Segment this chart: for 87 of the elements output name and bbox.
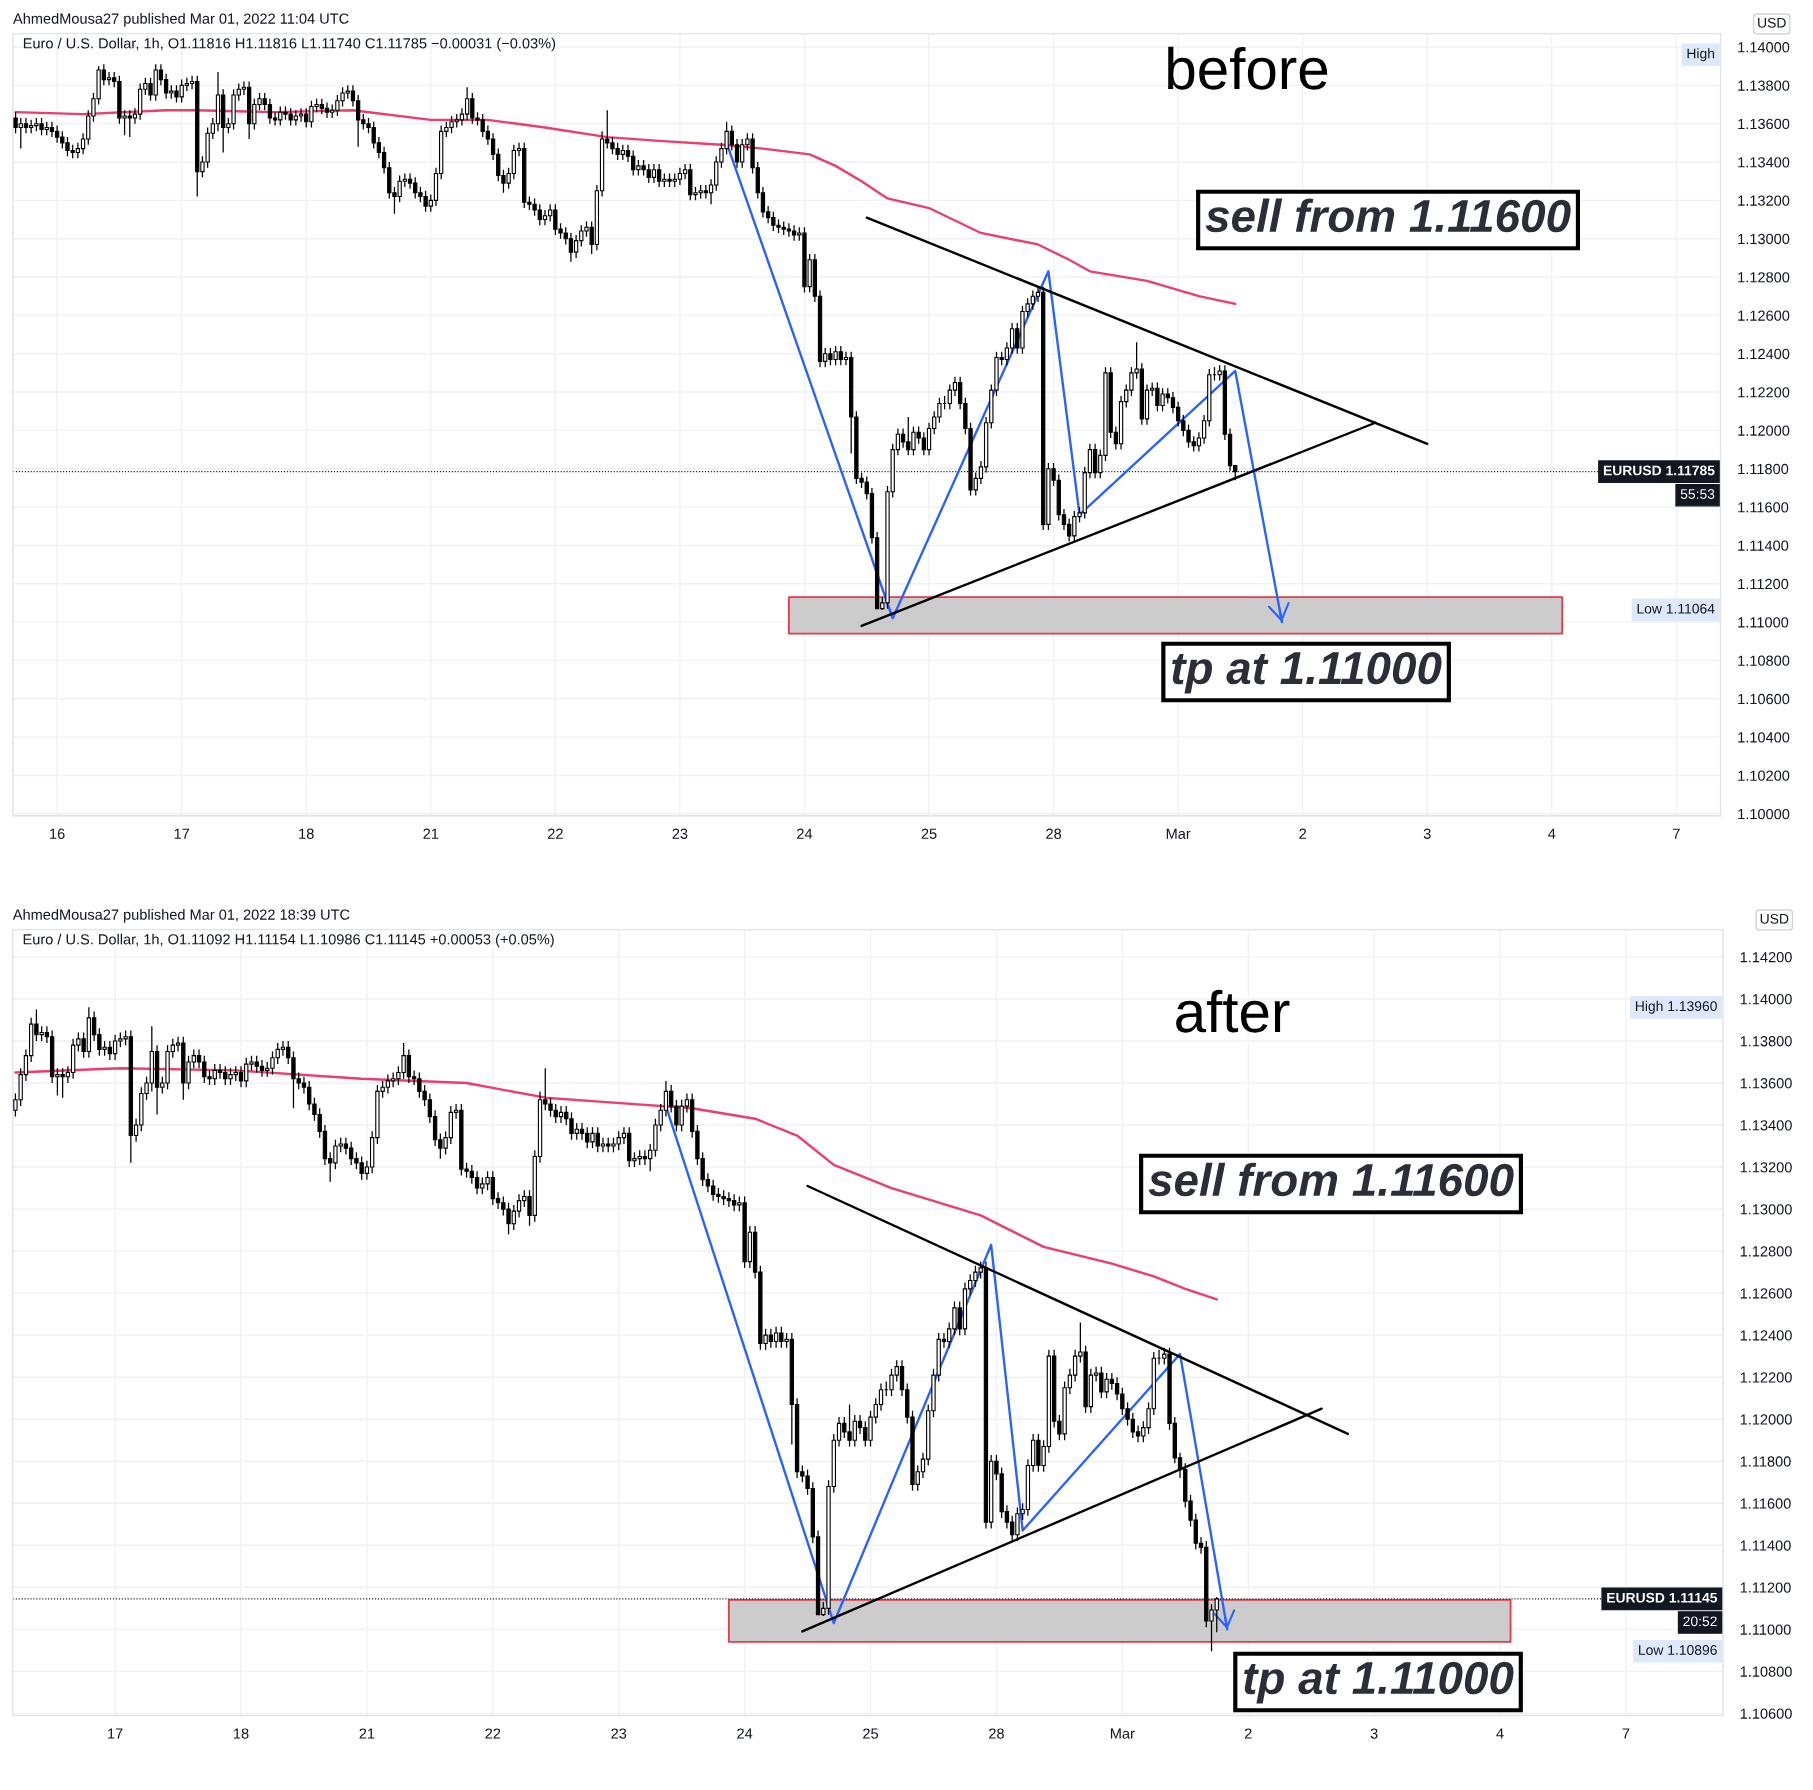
x-tick-label: Mar (1110, 1728, 1135, 1739)
y-tick-label: 1.13600 (1738, 118, 1790, 130)
y-tick-label: 1.13600 (1740, 1078, 1792, 1089)
x-tick-label: 28 (1046, 828, 1062, 839)
annotation: 55:53 (1680, 489, 1715, 499)
x-tick-label: 21 (423, 828, 439, 839)
y-axis-title: USD (1758, 17, 1786, 28)
y-tick-label: 1.13400 (1738, 157, 1790, 168)
x-tick-label: 23 (672, 828, 688, 839)
y-tick-label: 1.12000 (1740, 1414, 1792, 1425)
y-tick-label: 1.12000 (1738, 425, 1790, 436)
y-tick-label: 1.11000 (1738, 617, 1789, 628)
y-tick-label: 1.11600 (1738, 502, 1789, 513)
y-tick-label: 1.10000 (1738, 808, 1790, 820)
y-tick-label: 1.12200 (1740, 1372, 1792, 1383)
x-tick-label: 22 (547, 828, 563, 839)
y-tick-label: 1.10600 (1740, 1708, 1792, 1719)
annotation: High (1687, 48, 1715, 62)
x-tick-label: 18 (299, 828, 314, 839)
y-tick-label: 1.10800 (1740, 1666, 1792, 1677)
y-tick-label: 1.14000 (1740, 994, 1792, 1005)
y-tick-label: 1.11000 (1740, 1624, 1791, 1635)
chart-title: AhmedMousa27 published Mar 01, 2022 11:04 UTC (13, 13, 349, 27)
y-tick-label: 1.13000 (1740, 1204, 1792, 1215)
chart-title: AhmedMousa27 published Mar 01, 2022 18:39 UTC (12, 909, 350, 923)
x-tick-label: 24 (797, 828, 813, 839)
ref-line-label: EURUSD 1.11785 (1603, 465, 1715, 476)
y-tick-label: 1.13200 (1738, 195, 1790, 206)
y-tick-label: 1.11200 (1738, 578, 1789, 590)
y-tick-label: 1.14000 (1738, 42, 1790, 53)
x-tick-label: 7 (1622, 1728, 1630, 1739)
y-tick-label: 1.12800 (1740, 1246, 1792, 1257)
y-tick-label: 1.13800 (1740, 1036, 1792, 1047)
y-tick-label: 1.11400 (1738, 540, 1789, 551)
x-tick-label: 28 (989, 1728, 1004, 1739)
annotation: sell from 1.11600 (1148, 1162, 1514, 1197)
y-tick-label: 1.14200 (1740, 952, 1792, 963)
annotation: Low 1.11064 (1637, 603, 1715, 614)
y-tick-label: 1.13200 (1740, 1162, 1792, 1173)
x-tick-label: 18 (234, 1728, 249, 1739)
y-tick-label: 1.12800 (1738, 272, 1790, 283)
x-tick-label: 17 (108, 1728, 123, 1739)
annotation: before (1168, 46, 1328, 90)
x-tick-label: 22 (485, 1728, 501, 1739)
annotation: tp at 1.11000 (1244, 1661, 1514, 1704)
x-tick-label: 21 (359, 1728, 375, 1739)
y-tick-label: 1.12400 (1740, 1330, 1792, 1341)
y-axis-title: USD (1760, 913, 1789, 924)
y-tick-label: 1.12200 (1738, 387, 1790, 398)
x-tick-label: 4 (1496, 1728, 1504, 1739)
x-tick-label: 7 (1673, 828, 1680, 839)
chart-subtitle: Euro / U.S. Dollar, 1h, O1.11092 H1.11154 L1.10986 C1.11145 +0.00053 (+0.05%) (23, 933, 554, 948)
y-tick-label: 1.10800 (1738, 655, 1790, 666)
x-tick-label: 3 (1423, 828, 1431, 839)
y-tick-label: 1.12400 (1738, 348, 1790, 360)
x-tick-label: 17 (174, 828, 190, 839)
y-tick-label: 1.10600 (1738, 693, 1790, 705)
y-tick-label: 1.13400 (1740, 1120, 1792, 1131)
chart-subtitle: Euro / U.S. Dollar, 1h, O1.11816 H1.11816 L1.11740 C1.11785 −0.00031 (−0.03%) (23, 37, 556, 52)
y-tick-label: 1.11600 (1740, 1498, 1791, 1509)
x-tick-label: 16 (50, 828, 65, 839)
x-tick-label: 2 (1244, 1728, 1252, 1739)
x-tick-label: Mar (1166, 828, 1191, 839)
y-tick-label: 1.10200 (1738, 770, 1790, 781)
y-tick-label: 1.11400 (1740, 1540, 1791, 1551)
y-tick-label: 1.12600 (1738, 310, 1790, 321)
x-tick-label: 4 (1548, 828, 1556, 839)
y-tick-label: 1.11200 (1740, 1582, 1791, 1593)
y-tick-label: 1.10400 (1738, 732, 1790, 743)
y-tick-label: 1.11800 (1738, 463, 1789, 475)
annotation: Low 1.10896 (1639, 1645, 1717, 1655)
y-tick-label: 1.13000 (1738, 233, 1790, 245)
x-tick-label: 25 (863, 1728, 879, 1739)
annotation: High 1.13960 (1635, 1000, 1717, 1014)
y-tick-label: 1.11800 (1740, 1456, 1791, 1467)
x-tick-label: 23 (611, 1728, 627, 1739)
x-tick-label: 2 (1299, 828, 1307, 839)
annotation: tp at 1.11000 (1172, 651, 1442, 694)
annotation: after (1176, 989, 1290, 1033)
annotation: 20:52 (1683, 1616, 1717, 1627)
x-tick-label: 25 (921, 828, 937, 839)
y-tick-label: 1.12600 (1740, 1288, 1792, 1299)
y-tick-label: 1.13800 (1738, 80, 1790, 91)
x-tick-label: 3 (1370, 1728, 1378, 1739)
annotation: sell from 1.11600 (1205, 198, 1571, 233)
ref-line-label: EURUSD 1.11145 (1607, 1592, 1718, 1603)
x-tick-label: 24 (737, 1728, 753, 1739)
